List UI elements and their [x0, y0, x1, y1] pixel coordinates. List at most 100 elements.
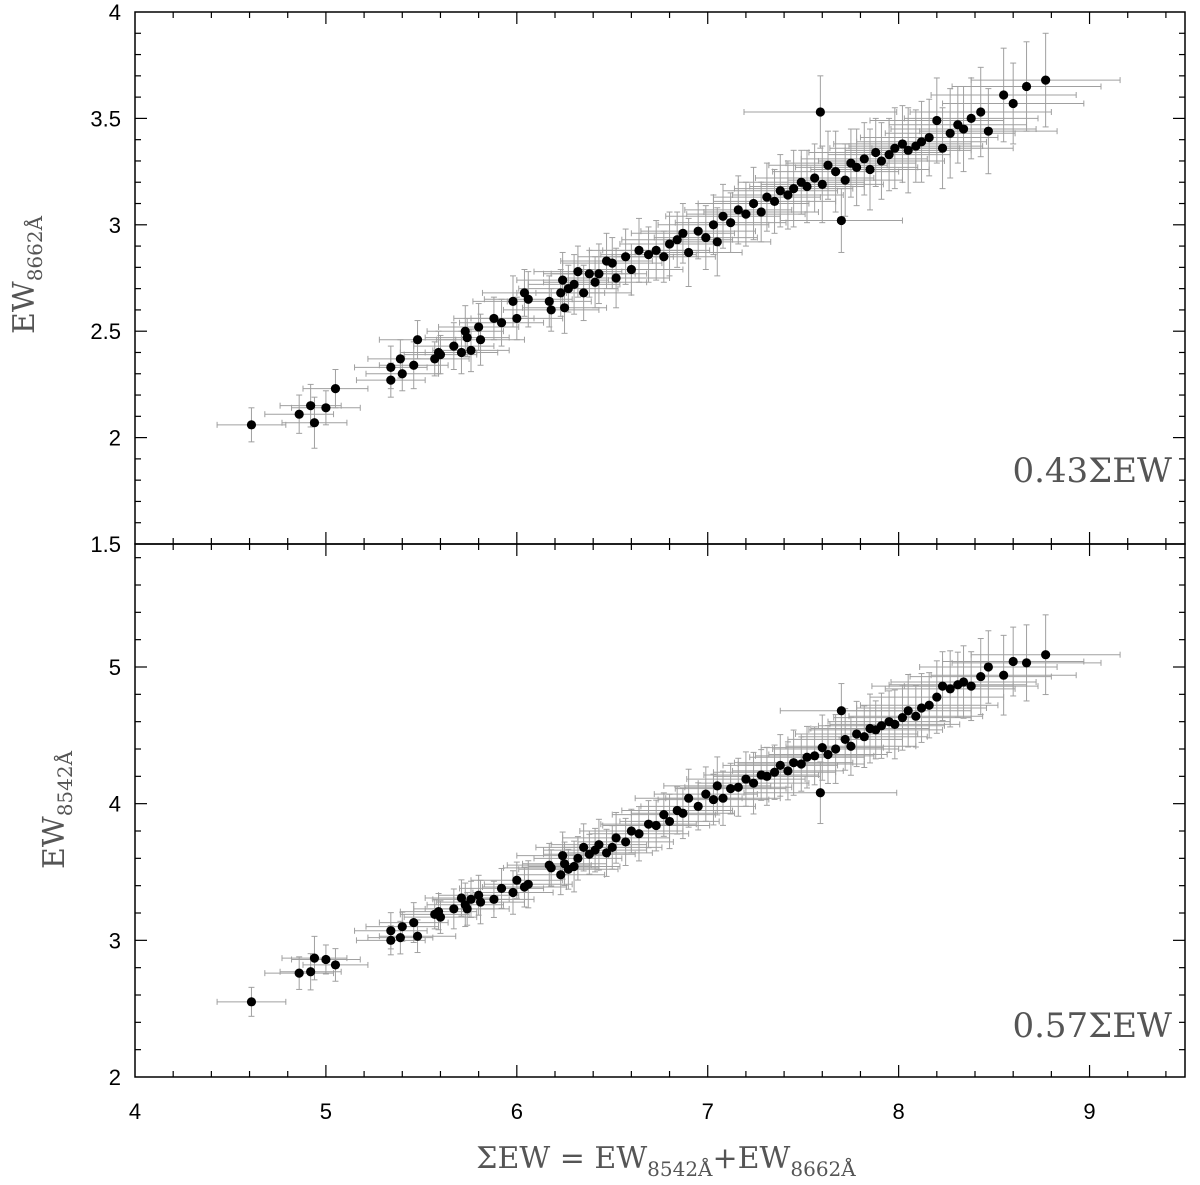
bottom-data-point [840, 734, 850, 745]
bottom-data-point [726, 784, 736, 794]
top-data-point [466, 345, 476, 355]
top-data-point [756, 207, 766, 217]
top-data-point [678, 228, 688, 238]
x-tick-label: 7 [702, 1099, 714, 1124]
top-data-point [634, 245, 644, 255]
bottom-data-point [712, 781, 722, 791]
bottom-data-point [890, 719, 900, 730]
bottom-data-point [741, 774, 751, 784]
top-y-tick-label: 3.5 [90, 106, 121, 131]
top-data-point [871, 147, 881, 158]
bottom-data-point [397, 922, 407, 932]
top-data-point [651, 245, 661, 255]
x-axis-title-plus: +EW [713, 1141, 791, 1176]
top-data-point [741, 209, 751, 219]
bottom-data-point [836, 706, 846, 716]
bottom-data-point [1021, 658, 1032, 668]
top-data-point [309, 418, 320, 428]
bottom-data-point [321, 954, 331, 965]
bottom-data-point [815, 788, 825, 798]
point-layer [246, 75, 1051, 1007]
bottom-data-point [456, 893, 467, 903]
bottom-data-point [634, 829, 644, 839]
bottom-data-point [246, 997, 257, 1007]
bottom-data-point [546, 863, 556, 873]
bottom-y-axis-title-main: EW [37, 816, 72, 869]
top-data-point [664, 239, 675, 249]
top-data-point [701, 232, 711, 243]
bottom-data-point [523, 879, 533, 889]
top-data-point [840, 175, 850, 185]
top-data-point [831, 167, 841, 177]
bottom-data-point [594, 840, 604, 850]
bottom-data-point [449, 904, 459, 914]
top-data-point [512, 313, 522, 324]
bottom-data-point [330, 960, 341, 970]
bottom-panel-frame [134, 543, 1186, 1078]
bottom-data-point [796, 759, 806, 769]
bottom-data-point [621, 837, 631, 847]
bottom-data-point [718, 793, 728, 803]
bottom-data-point [932, 692, 942, 702]
bottom-data-point [876, 721, 887, 731]
top-data-point [386, 362, 396, 372]
top-data-point [546, 305, 556, 315]
bottom-data-point [999, 670, 1009, 680]
top-data-point [890, 143, 900, 153]
bottom-data-point [783, 766, 793, 776]
top-data-point [672, 235, 682, 245]
bottom-y-tick-label: 3 [109, 928, 121, 953]
top-data-point [815, 107, 825, 117]
x-tick-label: 6 [511, 1099, 523, 1124]
top-data-point [976, 107, 986, 117]
top-data-point [489, 313, 499, 324]
bottom-data-point [475, 897, 486, 907]
top-data-point [607, 258, 617, 268]
bottom-data-point [659, 810, 669, 820]
top-data-point [865, 164, 875, 175]
bottom-data-point [496, 883, 507, 894]
bottom-data-point [626, 826, 636, 836]
x-axis-title-sub2: 8662Å [790, 1156, 856, 1181]
bottom-data-point [1008, 656, 1018, 667]
top-data-point [945, 128, 955, 138]
bottom-data-point [903, 706, 913, 716]
axes-frame [134, 11, 1186, 1078]
top-data-point [937, 143, 948, 153]
top-data-point [590, 277, 600, 287]
bottom-y-axis-title-sub: 8542Å [52, 750, 77, 816]
top-data-point [817, 179, 827, 189]
top-data-point [958, 124, 969, 134]
top-data-point [474, 322, 484, 332]
top-data-point [836, 215, 846, 226]
bottom-data-point [1041, 650, 1051, 660]
bottom-data-point [733, 782, 743, 792]
top-data-point [569, 279, 579, 289]
top-data-point [1008, 98, 1018, 109]
x-tick-label: 9 [1083, 1099, 1095, 1124]
bottom-y-tick-label: 2 [109, 1065, 121, 1090]
bottom-data-point [924, 700, 934, 710]
top-data-point [558, 275, 568, 285]
top-data-point [294, 409, 304, 419]
bottom-data-point [466, 894, 476, 904]
bottom-data-point [556, 870, 566, 880]
top-data-point [456, 347, 467, 358]
top-y-axis-title-sub: 8662Å [22, 215, 47, 281]
top-data-point [306, 401, 316, 411]
top-data-point [508, 296, 518, 307]
bottom-data-point [817, 743, 827, 753]
bottom-data-point [643, 819, 654, 829]
top-data-point [823, 160, 833, 170]
bottom-data-point [966, 681, 976, 691]
top-data-point [876, 156, 887, 166]
bottom-data-point [983, 662, 993, 672]
top-panel-annotation: 0.43ΣEW [1012, 451, 1172, 491]
bottom-data-point [462, 904, 472, 914]
top-y-tick-label: 2 [109, 426, 121, 451]
top-data-point [397, 369, 407, 379]
errorbar-layer [216, 32, 1121, 1017]
bottom-data-point [823, 749, 833, 760]
top-y-axis-title: EW8662Å [7, 215, 47, 334]
